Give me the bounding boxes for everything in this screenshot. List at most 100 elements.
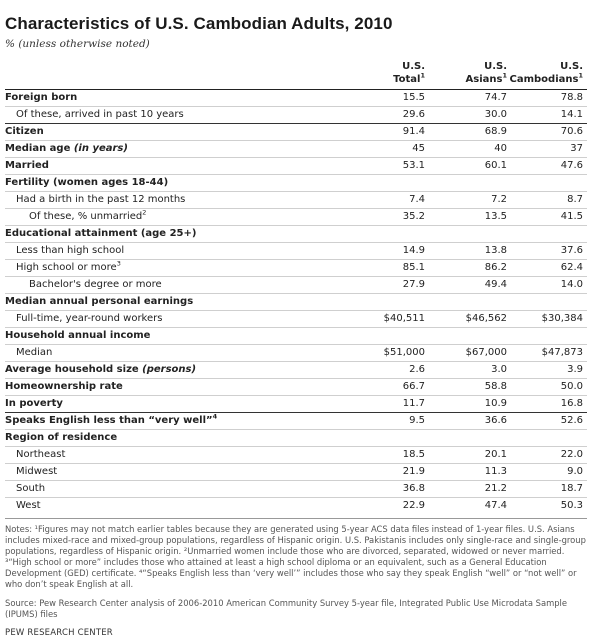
value-us-asians: 36.6: [425, 412, 507, 430]
value-us-total: 53.1: [343, 157, 425, 175]
value-us-total: 91.4: [343, 123, 425, 141]
value-us-cambodians: 62.4: [507, 259, 587, 277]
value-us-cambodians: $30,384: [507, 310, 587, 328]
table-row: Household annual income: [5, 327, 587, 345]
table-row: Speaks English less than “very well”4 9.5…: [5, 412, 587, 430]
value-us-total: 22.9: [343, 497, 425, 514]
value-us-total: 18.5: [343, 446, 425, 464]
value-us-cambodians: [507, 293, 587, 311]
value-us-asians: [425, 174, 507, 192]
value-us-asians: [425, 225, 507, 243]
value-us-asians: $67,000: [425, 344, 507, 362]
row-label: Median annual personal earnings: [5, 293, 343, 311]
row-label: Average household size (persons): [5, 361, 343, 379]
value-us-cambodians: 22.0: [507, 446, 587, 464]
value-us-total: 36.8: [343, 480, 425, 498]
value-us-asians: 30.0: [425, 106, 507, 124]
row-label: South: [5, 480, 343, 498]
table-row: Median age (in years) 45 40 37: [5, 140, 587, 158]
row-label: Bachelor's degree or more: [5, 276, 343, 294]
credit-line: PEW RESEARCH CENTER: [5, 628, 113, 638]
table-row: West 22.9 47.4 50.3: [5, 497, 587, 514]
value-us-cambodians: 14.0: [507, 276, 587, 294]
row-label: West: [5, 497, 343, 514]
value-us-asians: 7.2: [425, 191, 507, 209]
row-label: Region of residence: [5, 429, 343, 447]
value-us-cambodians: [507, 174, 587, 192]
table-row: Median $51,000 $67,000 $47,873: [5, 344, 587, 362]
value-us-asians: [425, 429, 507, 447]
value-us-cambodians: 41.5: [507, 208, 587, 226]
table-row: Homeownership rate 66.7 58.8 50.0: [5, 378, 587, 396]
row-label: Of these, arrived in past 10 years: [5, 106, 343, 124]
value-us-total: 85.1: [343, 259, 425, 277]
value-us-total: 29.6: [343, 106, 425, 124]
value-us-cambodians: [507, 327, 587, 345]
value-us-total: 35.2: [343, 208, 425, 226]
table-row: Full-time, year-round workers $40,511 $46,…: [5, 310, 587, 328]
value-us-total: 11.7: [343, 395, 425, 413]
value-us-asians: 47.4: [425, 497, 507, 514]
table-row: Midwest 21.9 11.3 9.0: [5, 463, 587, 481]
page-subtitle: % (unless otherwise noted): [5, 38, 150, 50]
value-us-total: 27.9: [343, 276, 425, 294]
table-row: Citizen 91.4 68.9 70.6: [5, 123, 587, 141]
value-us-total: 66.7: [343, 378, 425, 396]
table-source: Source: Pew Research Center analysis of …: [5, 598, 568, 619]
value-us-total: 9.5: [343, 412, 425, 430]
value-us-cambodians: 50.0: [507, 378, 587, 396]
value-us-cambodians: 52.6: [507, 412, 587, 430]
header-blank: [5, 56, 343, 90]
value-us-total: 14.9: [343, 242, 425, 260]
row-label: Less than high school: [5, 242, 343, 260]
value-us-cambodians: 16.8: [507, 395, 587, 413]
value-us-total: [343, 225, 425, 243]
row-label: Fertility (women ages 18-44): [5, 174, 343, 192]
value-us-cambodians: 70.6: [507, 123, 587, 141]
row-label: Of these, % unmarried2: [5, 208, 343, 226]
value-us-total: [343, 429, 425, 447]
value-us-cambodians: 9.0: [507, 463, 587, 481]
value-us-asians: 3.0: [425, 361, 507, 379]
value-us-asians: 20.1: [425, 446, 507, 464]
row-label: Had a birth in the past 12 months: [5, 191, 343, 209]
value-us-cambodians: 18.7: [507, 480, 587, 498]
table-row: In poverty 11.7 10.9 16.8: [5, 395, 587, 413]
value-us-asians: 13.8: [425, 242, 507, 260]
value-us-cambodians: 3.9: [507, 361, 587, 379]
value-us-cambodians: 78.8: [560, 92, 583, 103]
value-us-total: 2.6: [343, 361, 425, 379]
value-us-asians: 10.9: [425, 395, 507, 413]
table-row: Had a birth in the past 12 months 7.4 7.2 8…: [5, 191, 587, 209]
header-us-cambodians: U.S. Cambodians1: [509, 61, 583, 85]
header-us-total: U.S. Total1: [393, 61, 425, 85]
row-label: Median: [5, 344, 343, 362]
value-us-cambodians: 14.1: [507, 106, 587, 124]
table-row: Of these, % unmarried2 35.2 13.5 41.5: [5, 208, 587, 226]
value-us-cambodians: [507, 429, 587, 447]
table-row: Educational attainment (age 25+): [5, 225, 587, 243]
value-us-cambodians: [507, 225, 587, 243]
table-row: Foreign born 15.5 74.7 78.8: [5, 90, 587, 107]
value-us-total: 15.5: [402, 92, 425, 103]
value-us-asians: $46,562: [425, 310, 507, 328]
row-label: Speaks English less than “very well”4: [5, 412, 343, 430]
value-us-total: [343, 174, 425, 192]
row-label: Educational attainment (age 25+): [5, 225, 343, 243]
value-us-asians: 58.8: [425, 378, 507, 396]
row-label: Married: [5, 157, 343, 175]
row-label: Foreign born: [5, 92, 78, 103]
table-row: Fertility (women ages 18-44): [5, 174, 587, 192]
value-us-asians: 13.5: [425, 208, 507, 226]
table-row: Bachelor's degree or more 27.9 49.4 14.0: [5, 276, 587, 294]
value-us-cambodians: 37.6: [507, 242, 587, 260]
value-us-asians: 21.2: [425, 480, 507, 498]
row-label: Citizen: [5, 123, 343, 141]
value-us-total: $51,000: [343, 344, 425, 362]
value-us-total: [343, 293, 425, 311]
table-header-row: U.S. Total1 U.S. Asians1 U.S. Cambodians…: [5, 56, 587, 90]
characteristics-table: U.S. Total1 U.S. Asians1 U.S. Cambodians…: [5, 56, 587, 514]
value-us-asians: 40: [425, 140, 507, 158]
table-row: Of these, arrived in past 10 years 29.6 30…: [5, 106, 587, 124]
